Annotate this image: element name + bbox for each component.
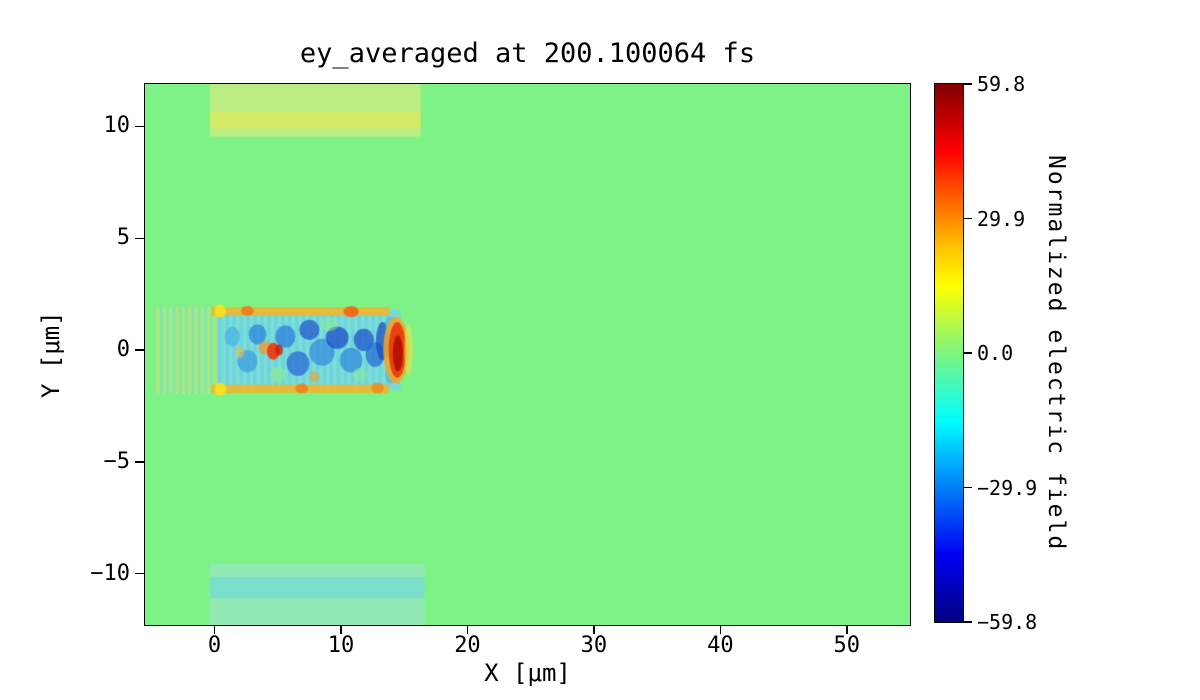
y-tick-mark (135, 349, 144, 351)
colorbar-tick-label: 59.8 (977, 72, 1026, 96)
colorbar-tick-mark (964, 83, 972, 85)
colorbar-tick-mark (964, 486, 972, 489)
y-tick-label: −10 (90, 560, 130, 586)
colorbar-tick-mark (964, 217, 972, 220)
colorbar-tick-mark (964, 352, 972, 354)
y-tick-label: 0 (116, 337, 130, 363)
x-tick-label: 0 (207, 633, 222, 658)
y-tick-mark (135, 461, 144, 463)
plot-area (143, 82, 911, 626)
x-tick-label: 30 (580, 633, 608, 658)
y-tick-mark (135, 237, 144, 239)
plot-title: ey_averaged at 200.100064 fs (299, 38, 756, 69)
heatmap-canvas (144, 83, 910, 625)
colorbar (933, 82, 964, 623)
colorbar-tick-label: 0.0 (977, 341, 1014, 365)
x-tick-label: 40 (707, 633, 734, 658)
colorbar-tick-label: 29.9 (977, 206, 1026, 231)
y-tick-label: 10 (103, 113, 131, 139)
x-axis-label: X [μm] (484, 659, 571, 687)
colorbar-tick-label: −29.9 (977, 475, 1038, 500)
x-tick-mark (846, 625, 848, 634)
x-tick-label: 20 (454, 633, 481, 658)
x-tick-mark (466, 625, 469, 634)
y-tick-mark (135, 572, 144, 575)
y-tick-label: −5 (103, 448, 131, 474)
colorbar-label: Normalized electric field (1043, 154, 1069, 552)
x-tick-label: 50 (833, 633, 861, 658)
colorbar-gradient (934, 83, 963, 622)
x-tick-mark (340, 625, 342, 634)
y-tick-mark (135, 125, 144, 128)
x-tick-mark (593, 625, 595, 634)
x-tick-label: 10 (327, 633, 355, 658)
x-tick-mark (719, 625, 722, 634)
y-tick-label: 5 (116, 225, 130, 251)
colorbar-tick-label: −59.8 (977, 610, 1038, 634)
x-tick-mark (213, 625, 216, 634)
colorbar-tick-mark (964, 621, 972, 623)
